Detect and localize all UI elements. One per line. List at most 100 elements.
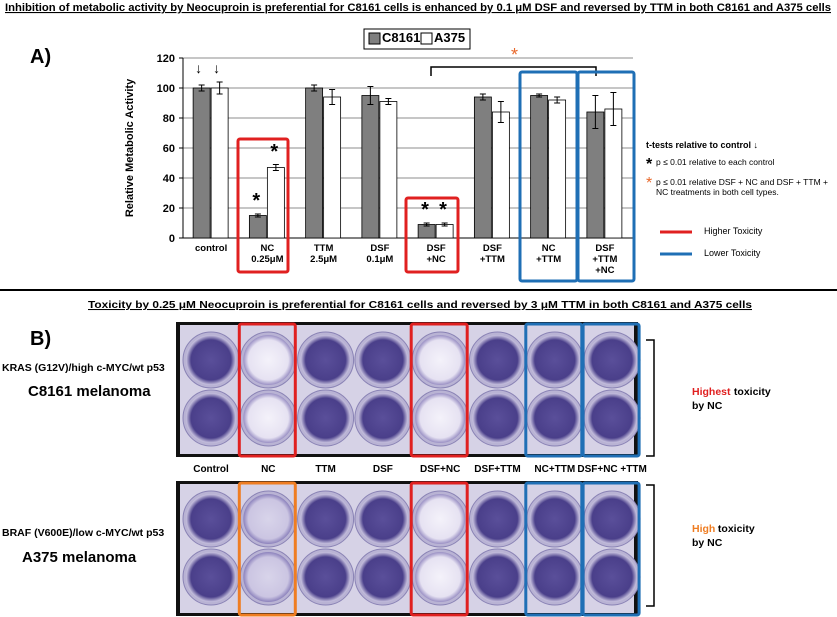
arrow: ↓ [213,60,221,76]
error-bar [479,93,486,101]
bar [361,95,380,239]
legend-swatch [420,32,433,45]
well-box [581,481,641,617]
legend-swatch [368,32,381,45]
well [357,335,408,385]
y-tick-label: 0 [169,233,175,245]
well [415,552,466,602]
well [357,552,408,602]
panel-label: A) [30,46,52,68]
bar [248,215,267,239]
error-bar [592,95,599,129]
toxicity-emphasis: High [692,523,716,535]
column-label: Control [193,464,229,475]
error-bar [272,164,279,171]
low-toxicity-box [576,70,636,283]
well [415,335,466,385]
y-tick-label: 120 [157,53,175,65]
significance-star: * [252,190,261,212]
y-tick-label: 60 [163,143,175,155]
well-box [409,322,469,458]
error-bar [441,222,448,227]
error-bar [385,98,392,105]
box-legend-label: Higher Toxicity [704,226,763,236]
well [300,393,351,443]
panel-label: B) [30,328,52,350]
well [300,494,351,544]
significance-star: * [439,199,447,221]
well [587,393,638,443]
box-legend-label: Lower Toxicity [704,248,761,258]
bar [266,167,285,239]
bracket [646,484,655,607]
x-tick-label: DSF +NC [426,243,446,265]
bar [323,96,342,239]
bar [604,108,623,239]
chart-title: Inhibition of metabolic activity by Neoc… [5,2,831,14]
bar [417,224,436,239]
well [587,552,638,602]
well-box [237,481,297,617]
well [415,393,466,443]
column-label: TTM [315,464,336,475]
error-bar [367,86,374,105]
cell-line: A375 melanoma [22,549,137,566]
error-bar [329,89,336,105]
x-tick-label: TTM 2.5μM [310,243,338,265]
bar [435,224,454,239]
bar [305,87,324,239]
well [529,494,580,544]
cell-genotype: BRAF (V600E)/low c-MYC/wt p53 [2,527,165,539]
well [472,393,523,443]
panel-b-title: Toxicity by 0.25 μM Neocuproin is prefer… [88,299,752,311]
error-bar [610,92,617,126]
y-tick-label: 80 [163,113,175,125]
bracket-star: * [511,45,519,65]
y-tick-label: 40 [163,173,175,185]
well-box [581,322,641,458]
bar [210,87,229,239]
well [243,552,294,602]
y-axis-title: Relative Metabolic Activity [124,78,136,217]
well [243,335,294,385]
x-tick-label: DSF +TTM +NC [592,243,618,276]
well [186,393,236,443]
error-bar [497,101,504,123]
toxicity-label: by NC [692,400,723,412]
well [529,393,580,443]
well [472,494,523,544]
note-star: * [646,175,653,192]
well [186,552,236,602]
x-tick-label: control [195,243,228,254]
column-label: DSF [372,464,393,475]
well [186,494,236,544]
cell-line: C8161 melanoma [28,383,151,400]
y-tick-label: 100 [157,83,175,95]
legend-label: A375 [434,30,466,45]
bar [530,95,549,239]
toxicity-label: toxicity [715,523,755,535]
toxicity-emphasis: Highest [692,386,731,398]
well [186,335,236,385]
well [243,494,294,544]
error-bar [254,213,261,218]
well [529,552,580,602]
well-box [409,481,469,617]
bar [548,99,567,239]
bar [379,101,398,239]
x-tick-label: DSF +TTM [479,243,505,265]
well [415,494,466,544]
note-star: * [646,156,653,173]
error-bar [423,222,430,227]
high-toxicity-box [404,196,460,274]
note-title: t-tests relative to control ↓ [646,140,759,150]
column-label: DSF+TTM [474,464,521,475]
note: p ≤ 0.01 relative to each control [656,157,775,167]
well [300,335,351,385]
toxicity-label: by NC [692,537,723,549]
well [587,494,638,544]
well [529,335,580,385]
legend-box [363,28,471,50]
error-bar [311,84,318,92]
